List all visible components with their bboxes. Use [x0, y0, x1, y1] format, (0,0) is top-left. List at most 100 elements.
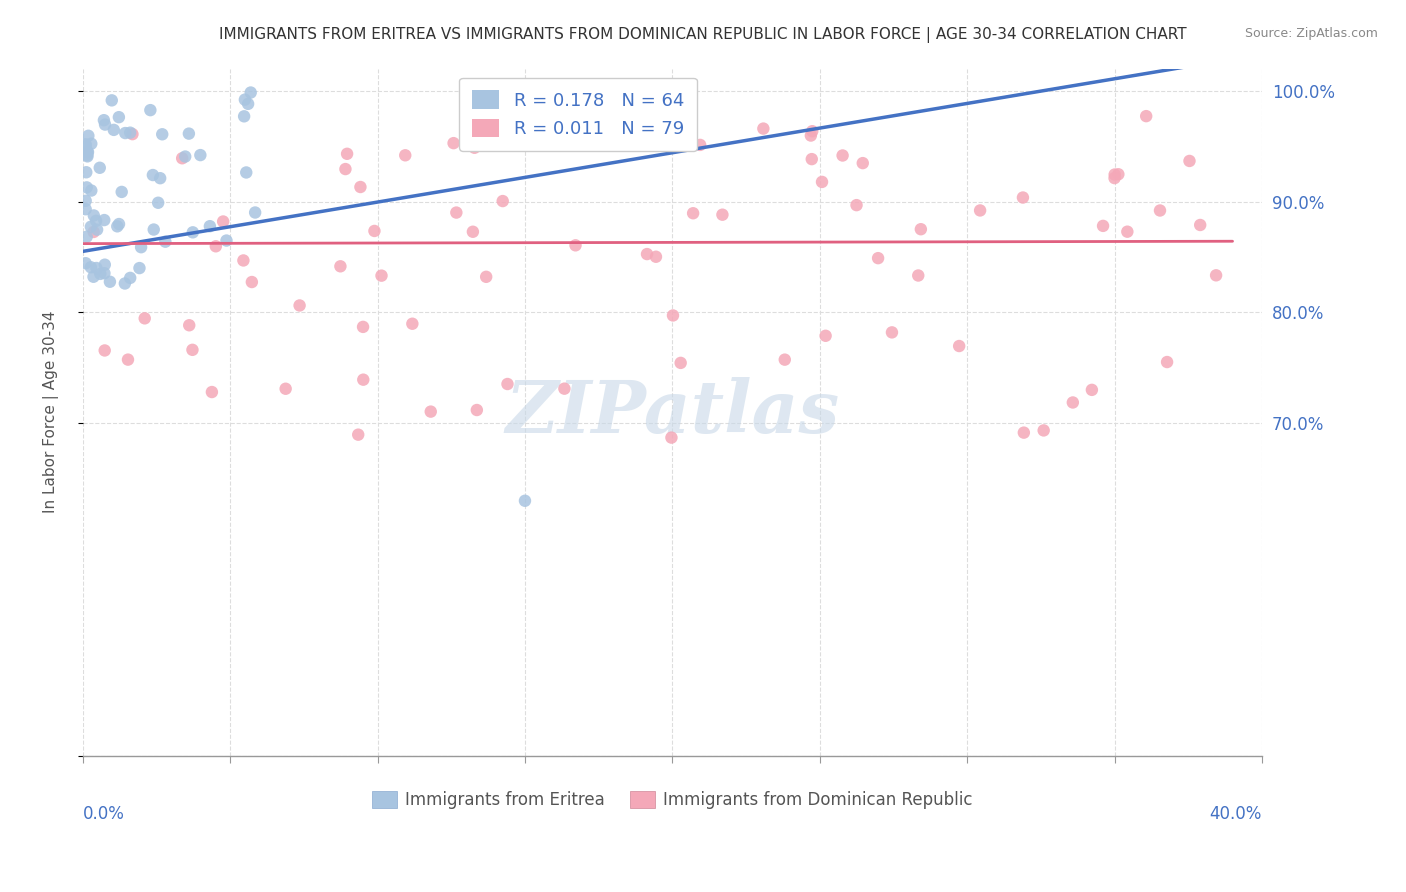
Point	[880, 326, 903, 340]
Point	[347, 427, 370, 442]
Point	[105, 219, 128, 234]
Point	[662, 309, 685, 323]
Point	[814, 328, 837, 343]
Y-axis label: In Labor Force | Age 30-34: In Labor Force | Age 30-34	[44, 310, 59, 513]
Point	[496, 377, 519, 392]
Point	[94, 258, 117, 272]
Point	[517, 133, 540, 147]
Point	[336, 146, 359, 161]
Point	[352, 373, 374, 387]
Point	[1189, 218, 1212, 232]
Point	[93, 343, 115, 358]
Point	[329, 260, 352, 274]
Point	[103, 123, 125, 137]
Point	[142, 222, 165, 236]
Point	[948, 339, 970, 353]
Point	[86, 260, 108, 275]
Point	[204, 239, 226, 253]
Point	[465, 403, 488, 417]
Point	[288, 298, 311, 312]
Point	[335, 162, 357, 177]
Point	[149, 171, 172, 186]
Point	[1205, 268, 1227, 283]
Point	[80, 184, 103, 198]
Point	[232, 253, 254, 268]
Point	[139, 103, 162, 117]
Point	[86, 222, 108, 236]
Point	[800, 152, 823, 166]
Point	[108, 110, 131, 124]
Point	[201, 385, 224, 400]
Point	[111, 185, 134, 199]
Point	[128, 261, 150, 276]
Point	[142, 168, 165, 182]
Point	[243, 205, 266, 219]
Point	[1062, 395, 1084, 409]
Point	[1107, 167, 1129, 181]
Point	[969, 203, 991, 218]
Point	[240, 275, 263, 289]
Point	[845, 198, 868, 212]
Point	[93, 266, 115, 280]
Point	[89, 161, 111, 175]
Point	[89, 267, 111, 281]
Point	[711, 208, 734, 222]
Text: 40.0%: 40.0%	[1209, 805, 1263, 823]
Point	[134, 311, 156, 326]
Point	[174, 150, 197, 164]
Point	[1116, 225, 1139, 239]
Point	[1012, 425, 1035, 440]
Point	[94, 118, 117, 132]
Point	[76, 149, 98, 163]
Point	[1135, 109, 1157, 123]
Point	[114, 277, 136, 291]
Point	[233, 109, 256, 123]
Point	[146, 195, 169, 210]
Point	[752, 121, 775, 136]
Point	[1149, 203, 1171, 218]
Point	[461, 225, 484, 239]
Point	[121, 127, 143, 141]
Point	[75, 137, 97, 152]
Text: 0.0%: 0.0%	[83, 805, 125, 823]
Point	[212, 214, 235, 228]
Point	[114, 126, 136, 140]
Text: Source: ZipAtlas.com: Source: ZipAtlas.com	[1244, 27, 1378, 40]
Point	[181, 225, 204, 239]
Point	[773, 352, 796, 367]
Point	[645, 250, 668, 264]
Point	[100, 94, 122, 108]
Point	[1081, 383, 1104, 397]
Point	[513, 493, 536, 508]
Point	[75, 139, 97, 153]
Point	[177, 127, 200, 141]
Point	[76, 180, 98, 194]
Point	[80, 219, 103, 234]
Point	[636, 247, 658, 261]
Point	[108, 217, 131, 231]
Point	[179, 318, 201, 333]
Point	[352, 319, 374, 334]
Point	[363, 224, 385, 238]
Point	[669, 356, 692, 370]
Point	[1178, 153, 1201, 168]
Point	[82, 269, 104, 284]
Point	[83, 225, 105, 239]
Point	[235, 165, 257, 179]
Point	[475, 269, 498, 284]
Point	[401, 317, 423, 331]
Point	[120, 126, 142, 140]
Point	[463, 141, 485, 155]
Point	[84, 214, 107, 228]
Point	[852, 156, 875, 170]
Point	[811, 175, 834, 189]
Point	[1104, 168, 1126, 182]
Point	[198, 219, 221, 234]
Point	[394, 148, 416, 162]
Point	[800, 128, 823, 143]
Point	[233, 93, 256, 107]
Point	[188, 148, 211, 162]
Point	[75, 202, 97, 217]
Point	[419, 404, 441, 418]
Point	[801, 124, 824, 138]
